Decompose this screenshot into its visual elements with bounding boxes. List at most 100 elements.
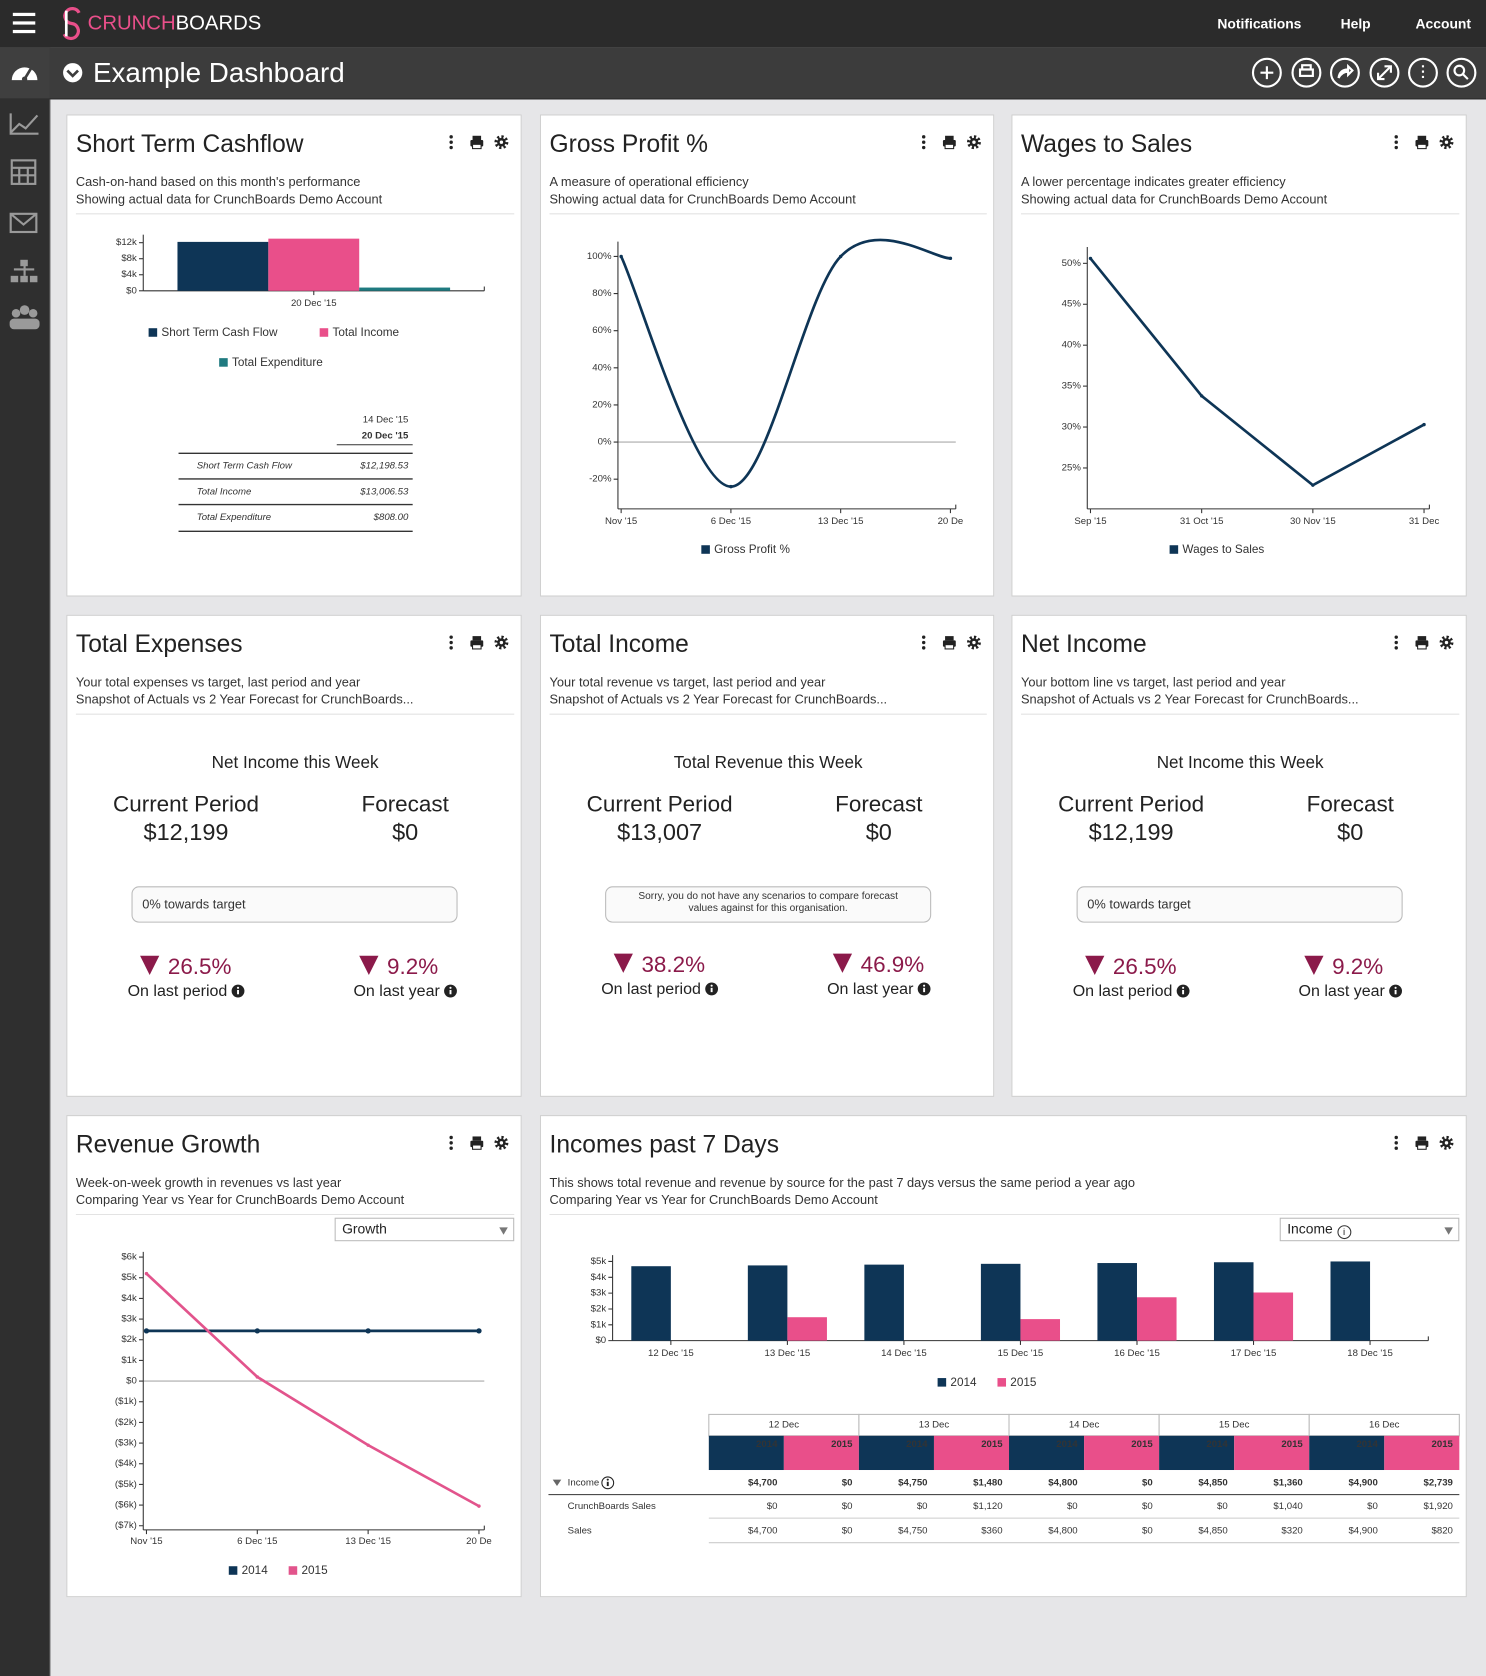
widget-title: Gross Profit %	[550, 131, 708, 158]
widget-subtitle: Snapshot of Actuals vs 2 Year Forecast f…	[550, 692, 888, 707]
widget-menu[interactable]	[1394, 635, 1398, 650]
widget: Incomes past 7 Days This shows total reve…	[539, 1115, 1467, 1598]
mail-icon[interactable]	[9, 212, 38, 234]
gear-hole	[972, 140, 976, 144]
dot	[921, 646, 926, 650]
dropdown-value: Income	[1287, 1220, 1333, 1237]
point	[144, 1271, 149, 1276]
nav-link[interactable]: Help	[1341, 16, 1371, 32]
dot	[449, 145, 453, 150]
legend-label: Wages to Sales	[1182, 543, 1264, 556]
widget-subtitle: Comparing Year vs Year for CrunchBoards …	[76, 1192, 405, 1207]
bar	[268, 238, 360, 291]
widget-print[interactable]	[942, 135, 956, 150]
point	[1422, 422, 1426, 427]
dot	[449, 646, 453, 650]
widget-print[interactable]	[1415, 636, 1429, 650]
dropdown[interactable]: Growth	[334, 1217, 515, 1242]
y-tick-label: 40%	[592, 362, 612, 373]
more-button[interactable]	[1408, 57, 1438, 88]
legend-label: Total Income	[332, 326, 399, 339]
dot	[449, 640, 453, 645]
widget-print[interactable]	[470, 135, 484, 150]
gear-hole	[972, 640, 976, 645]
table-cell: $0	[1217, 1501, 1228, 1512]
bar	[1253, 1292, 1294, 1341]
point	[729, 484, 733, 489]
info-icon-dot	[1394, 986, 1397, 989]
fullscreen-button[interactable]	[1369, 57, 1400, 88]
widget-menu[interactable]	[1394, 135, 1398, 150]
widget-menu[interactable]	[449, 135, 453, 150]
y-tick-label: ($5k)	[115, 1479, 137, 1490]
legend-swatch	[288, 1566, 298, 1575]
hierarchy-icon[interactable]	[10, 259, 38, 283]
collapse-button[interactable]	[63, 63, 83, 83]
y-tick-label: 60%	[592, 325, 612, 336]
printer-paper	[944, 143, 955, 150]
kpi-label: Forecast	[835, 791, 923, 816]
info-icon-bar	[449, 989, 452, 995]
widget-settings[interactable]	[494, 635, 509, 650]
chart-icon[interactable]	[9, 113, 39, 135]
widget-print[interactable]	[470, 636, 484, 650]
nav-link[interactable]: Account	[1416, 16, 1472, 32]
search-button[interactable]	[1446, 57, 1477, 88]
widget-title: Incomes past 7 Days	[550, 1132, 780, 1159]
users-icon[interactable]	[9, 305, 40, 330]
widget-settings[interactable]	[1439, 635, 1454, 650]
widget-menu[interactable]	[1394, 1135, 1398, 1150]
print-button[interactable]	[1291, 57, 1322, 88]
legend-label: 2015	[301, 1564, 328, 1577]
widget-settings[interactable]	[494, 1135, 509, 1150]
dot	[449, 140, 453, 144]
widget: Gross Profit % A measure of operational e…	[539, 114, 995, 597]
widget-print[interactable]	[1415, 135, 1429, 150]
kpi-heading: Total Revenue this Week	[674, 753, 863, 772]
gear-teeth	[1439, 1135, 1454, 1150]
widget-settings[interactable]	[1439, 135, 1454, 150]
widget-print[interactable]	[942, 636, 956, 650]
widget-print[interactable]	[470, 1136, 484, 1150]
calendar-icon[interactable]	[10, 159, 37, 185]
line	[619, 238, 951, 488]
widget-menu[interactable]	[921, 635, 926, 650]
widget-subtitle: Comparing Year vs Year for CrunchBoards …	[550, 1192, 879, 1207]
dot	[1394, 640, 1398, 645]
info-icon[interactable]	[601, 1476, 615, 1490]
table-year: 2014	[906, 1439, 928, 1450]
widget-settings[interactable]	[967, 135, 981, 150]
dot	[449, 135, 453, 139]
widget-settings[interactable]	[967, 635, 981, 650]
widget-menu[interactable]	[921, 135, 926, 150]
widget-canvas: Wages to Sales A lower percentage indicat…	[1021, 131, 1460, 556]
dot	[1394, 1135, 1398, 1140]
info-icon-dot	[923, 984, 926, 987]
printer-top	[472, 1136, 482, 1141]
widget-menu[interactable]	[449, 635, 453, 650]
expand-arrow[interactable]	[552, 1479, 562, 1487]
bar	[177, 241, 269, 291]
bar	[1097, 1263, 1137, 1341]
add-button[interactable]	[1251, 57, 1282, 88]
bar	[1213, 1262, 1254, 1341]
widget-subtitle: Showing actual data for CrunchBoards Dem…	[550, 191, 857, 206]
dashboard-icon[interactable]	[11, 67, 38, 82]
kpi-change-label: On last period	[601, 980, 701, 998]
widget-print[interactable]	[1415, 1136, 1429, 1150]
kpi-value: $13,007	[617, 819, 702, 845]
widget-settings[interactable]	[1439, 1135, 1454, 1150]
point-marker	[365, 1328, 371, 1334]
widget-canvas: Short Term Cashflow Cash-on-hand based on…	[75, 131, 515, 533]
dropdown[interactable]: Income i	[1279, 1217, 1460, 1242]
nav-link[interactable]: Notifications	[1217, 16, 1301, 32]
x-tick-label: 15 Dec '15	[998, 1348, 1044, 1359]
table-date: 12 Dec	[769, 1420, 800, 1431]
menu-button[interactable]	[12, 12, 36, 34]
widget-menu[interactable]	[449, 1135, 453, 1150]
kpi-change-label: On last year	[353, 982, 440, 1000]
share-button[interactable]	[1329, 57, 1360, 88]
gear-hole	[499, 1141, 504, 1145]
widget-subtitle: Showing actual data for CrunchBoards Dem…	[1021, 191, 1328, 206]
widget-settings[interactable]	[494, 135, 509, 150]
